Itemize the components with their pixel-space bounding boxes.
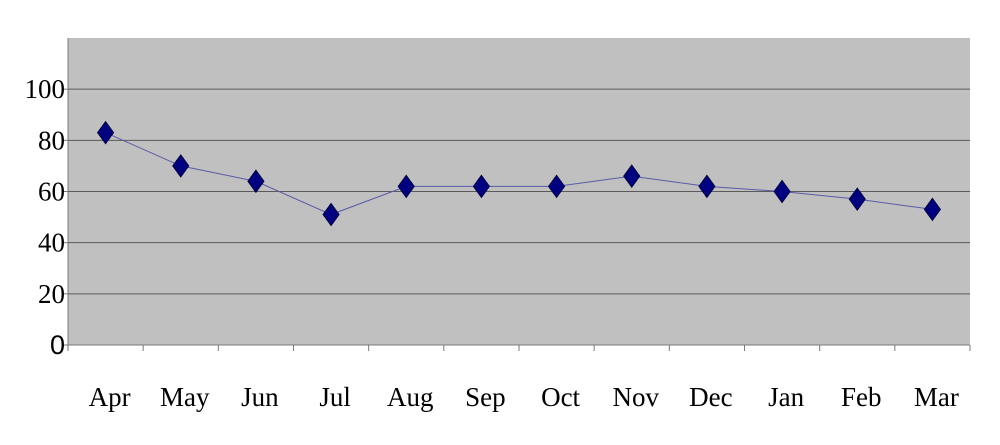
x-tick-label: Jun	[241, 382, 279, 412]
data-point-marker	[923, 197, 942, 222]
data-points	[96, 120, 942, 227]
y-tick-label: 80	[38, 125, 65, 155]
data-point-marker	[472, 174, 491, 199]
data-point-marker	[96, 120, 115, 145]
data-point-marker	[397, 174, 415, 199]
y-tick-labels: 0 20 40 60 80 100	[25, 74, 66, 360]
y-tick-label: 40	[38, 228, 65, 258]
x-tick-label: Apr	[89, 382, 131, 412]
x-tick-label: Mar	[914, 382, 959, 412]
data-point-marker	[848, 187, 866, 212]
y-tick-label: 0	[50, 330, 65, 360]
data-point-marker	[172, 154, 190, 178]
x-tick-label: Aug	[387, 382, 434, 412]
x-tick-labels: Apr May Jun Jul Aug Sep Oct Nov Dec Jan Feb Mar	[89, 382, 959, 412]
data-point-marker	[698, 174, 716, 199]
data-point-marker	[247, 169, 265, 194]
x-tick-label: Nov	[613, 382, 660, 412]
gridlines	[68, 88, 970, 295]
y-tick-label: 20	[38, 279, 65, 309]
data-point-marker	[623, 164, 641, 189]
x-tick-label: Feb	[841, 382, 882, 412]
x-tick-label: Oct	[541, 382, 580, 412]
x-tick-label: Sep	[465, 382, 506, 412]
x-tick-label: May	[160, 382, 210, 412]
data-point-marker	[773, 179, 791, 204]
y-tick-label: 100	[25, 74, 66, 104]
y-tick-label: 60	[38, 177, 65, 207]
axes	[63, 38, 971, 351]
data-point-marker	[322, 202, 340, 227]
x-tick-label: Dec	[689, 382, 732, 412]
series-line	[105, 132, 933, 216]
x-tick-label: Jul	[319, 382, 351, 412]
data-point-marker	[547, 174, 566, 199]
x-tick-label: Jan	[768, 382, 804, 412]
